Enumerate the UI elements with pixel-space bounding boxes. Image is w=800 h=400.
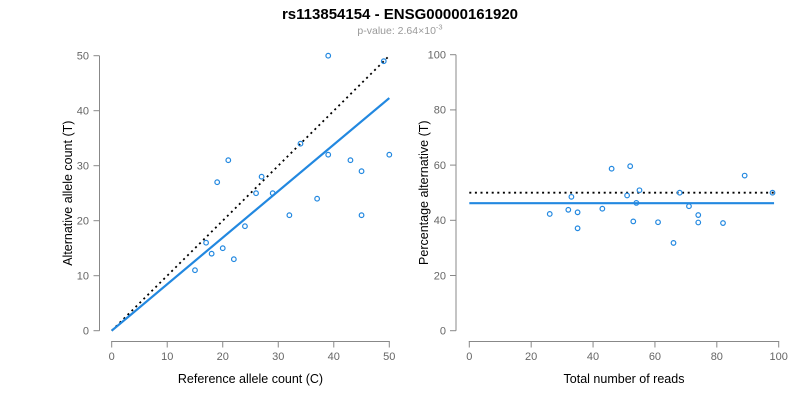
y-axis-tick-label: 40 [434, 215, 446, 227]
y-axis-tick-label: 60 [434, 160, 446, 172]
x-axis-tick-label: 20 [525, 351, 537, 363]
data-point [630, 218, 637, 225]
data-point [358, 212, 365, 219]
data-point [695, 212, 702, 218]
y-axis-title: Alternative allele count (T) [61, 121, 75, 266]
x-axis-tick-label: 60 [649, 351, 661, 363]
data-point [720, 220, 726, 226]
y-axis-tick-label: 10 [77, 271, 89, 283]
data-point [633, 200, 640, 206]
x-axis-tick-label: 100 [770, 351, 788, 363]
data-point [347, 157, 354, 164]
data-point [225, 157, 232, 164]
x-axis-tick-label: 0 [466, 351, 472, 363]
pvalue-exponent: -3 [435, 22, 443, 32]
y-axis-tick-label: 30 [77, 161, 89, 173]
data-point [568, 193, 575, 200]
data-point [636, 187, 643, 194]
x-axis-title: Total number of reads [564, 372, 685, 386]
x-axis-tick-label: 80 [711, 351, 723, 363]
x-axis-tick-label: 40 [328, 351, 340, 363]
data-point [230, 256, 237, 263]
x-axis-tick-label: 0 [109, 351, 115, 363]
data-point [627, 163, 634, 170]
data-point [380, 58, 387, 65]
data-point [695, 219, 702, 226]
data-point [624, 192, 630, 199]
x-axis-tick-label: 20 [217, 351, 229, 363]
data-point [741, 172, 748, 179]
data-point [258, 173, 265, 180]
data-point [208, 250, 215, 257]
data-point [253, 190, 259, 197]
figure-subtitle: p-value: 2.64×10-3 [0, 22, 800, 37]
data-point [608, 165, 615, 172]
figure-title: rs113854154 - ENSG00000161920 [281, 6, 519, 23]
x-axis-title: Reference allele count (C) [178, 372, 323, 386]
data-point [314, 195, 321, 202]
scatter-panel-right: 0 20 40 60 80 100 0 20 40 60 80 100 Total number of … [417, 50, 788, 387]
x-axis-tick-label: 10 [161, 351, 173, 363]
data-point [574, 225, 581, 232]
y-axis-tick-label: 20 [77, 216, 89, 228]
y-axis-title: Percentage alternative (T) [417, 120, 431, 265]
y-axis-tick-label: 80 [434, 105, 446, 117]
data-point [214, 179, 221, 186]
data-point [325, 151, 332, 158]
data-point [386, 151, 393, 158]
x-axis-tick-label: 50 [383, 351, 395, 363]
reference-line [111, 55, 390, 332]
fit-line [110, 97, 391, 332]
data-point [546, 211, 553, 217]
y-axis-tick-label: 50 [77, 51, 89, 63]
data-point [358, 168, 365, 175]
y-axis-tick-label: 40 [77, 106, 89, 118]
data-point [219, 245, 226, 252]
data-point [574, 209, 581, 216]
data-point [325, 52, 332, 59]
y-axis-tick-label: 100 [428, 50, 446, 62]
scatter-panel-left: 0 10 20 30 40 50 0 10 20 30 40 50 Reference allele c… [61, 51, 395, 387]
x-axis-tick-label: 30 [272, 351, 284, 363]
data-point [676, 189, 683, 196]
data-point [599, 205, 606, 212]
x-axis-tick-label: 40 [587, 351, 599, 363]
data-point [297, 140, 304, 147]
y-axis-tick-label: 0 [440, 326, 446, 338]
y-axis-tick-label: 0 [83, 326, 89, 338]
pvalue-text: p-value: 2.64×10 [357, 25, 436, 37]
data-point [242, 223, 248, 230]
data-point [655, 219, 661, 226]
data-point [565, 206, 572, 213]
data-point [192, 267, 198, 274]
data-point [269, 190, 276, 197]
y-axis-tick-label: 20 [434, 270, 446, 282]
data-point [203, 239, 209, 246]
data-point [670, 240, 677, 246]
data-point [769, 189, 776, 196]
data-point [286, 212, 293, 219]
data-point [686, 203, 692, 210]
